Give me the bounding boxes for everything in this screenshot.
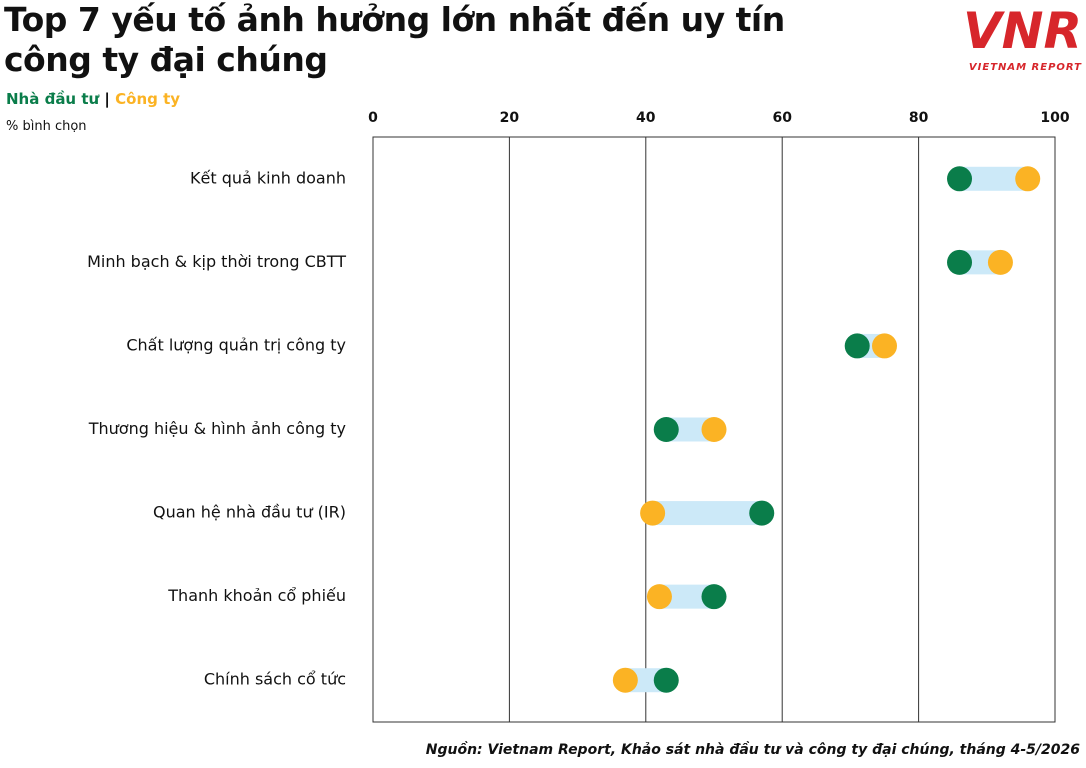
- dot: [844, 333, 870, 359]
- legend-entry: Công ty: [115, 90, 181, 108]
- x-tick-label: 40: [636, 110, 656, 126]
- dot: [653, 417, 679, 442]
- dot: [947, 249, 973, 275]
- y-tick-label: Quan hệ nhà đầu tư (IR): [153, 503, 346, 522]
- legend-separator: |: [104, 90, 110, 108]
- dot: [701, 584, 727, 610]
- x-tick-label: 0: [368, 110, 378, 126]
- legend: Nhà đầu tư | Công ty: [6, 90, 180, 108]
- x-tick-label: 60: [772, 110, 792, 126]
- dot: [987, 249, 1013, 275]
- x-tick-label: 100: [1040, 110, 1069, 126]
- y-tick-label: Chính sách cổ tức: [204, 670, 346, 689]
- chart-title: Top 7 yếu tố ảnh hưởng lớn nhất đến uy t…: [4, 0, 785, 79]
- dot: [646, 584, 672, 610]
- dot: [612, 667, 638, 693]
- legend-entry: Nhà đầu tư: [6, 90, 100, 108]
- connector: [652, 501, 762, 526]
- y-tick-label: Kết quả kinh doanh: [190, 168, 346, 187]
- dot: [872, 333, 897, 359]
- logo-name: VIETNAM REPORT: [968, 62, 1082, 73]
- dot: [640, 500, 666, 526]
- y-tick-label: Thanh khoản cổ phiếu: [167, 586, 346, 605]
- logo: VNR VIETNAM REPORT: [942, 0, 1082, 73]
- x-tick-label: 80: [909, 110, 929, 126]
- dot: [947, 166, 973, 192]
- logo-mark: VNR: [962, 2, 1082, 60]
- dot: [701, 417, 727, 442]
- dot: [749, 500, 775, 526]
- y-tick-label: Minh bạch & kịp thời trong CBTT: [87, 252, 346, 271]
- source: Nguồn: Vietnam Report, Khảo sát nhà đầu …: [425, 742, 1080, 758]
- dot: [1015, 166, 1041, 192]
- axis-label: % bình chọn: [6, 119, 87, 134]
- y-tick-label: Chất lượng quản trị công ty: [126, 335, 346, 354]
- y-tick-label: Thương hiệu & hình ảnh công ty: [88, 419, 346, 438]
- dot: [653, 667, 679, 693]
- x-tick-label: 20: [500, 110, 520, 126]
